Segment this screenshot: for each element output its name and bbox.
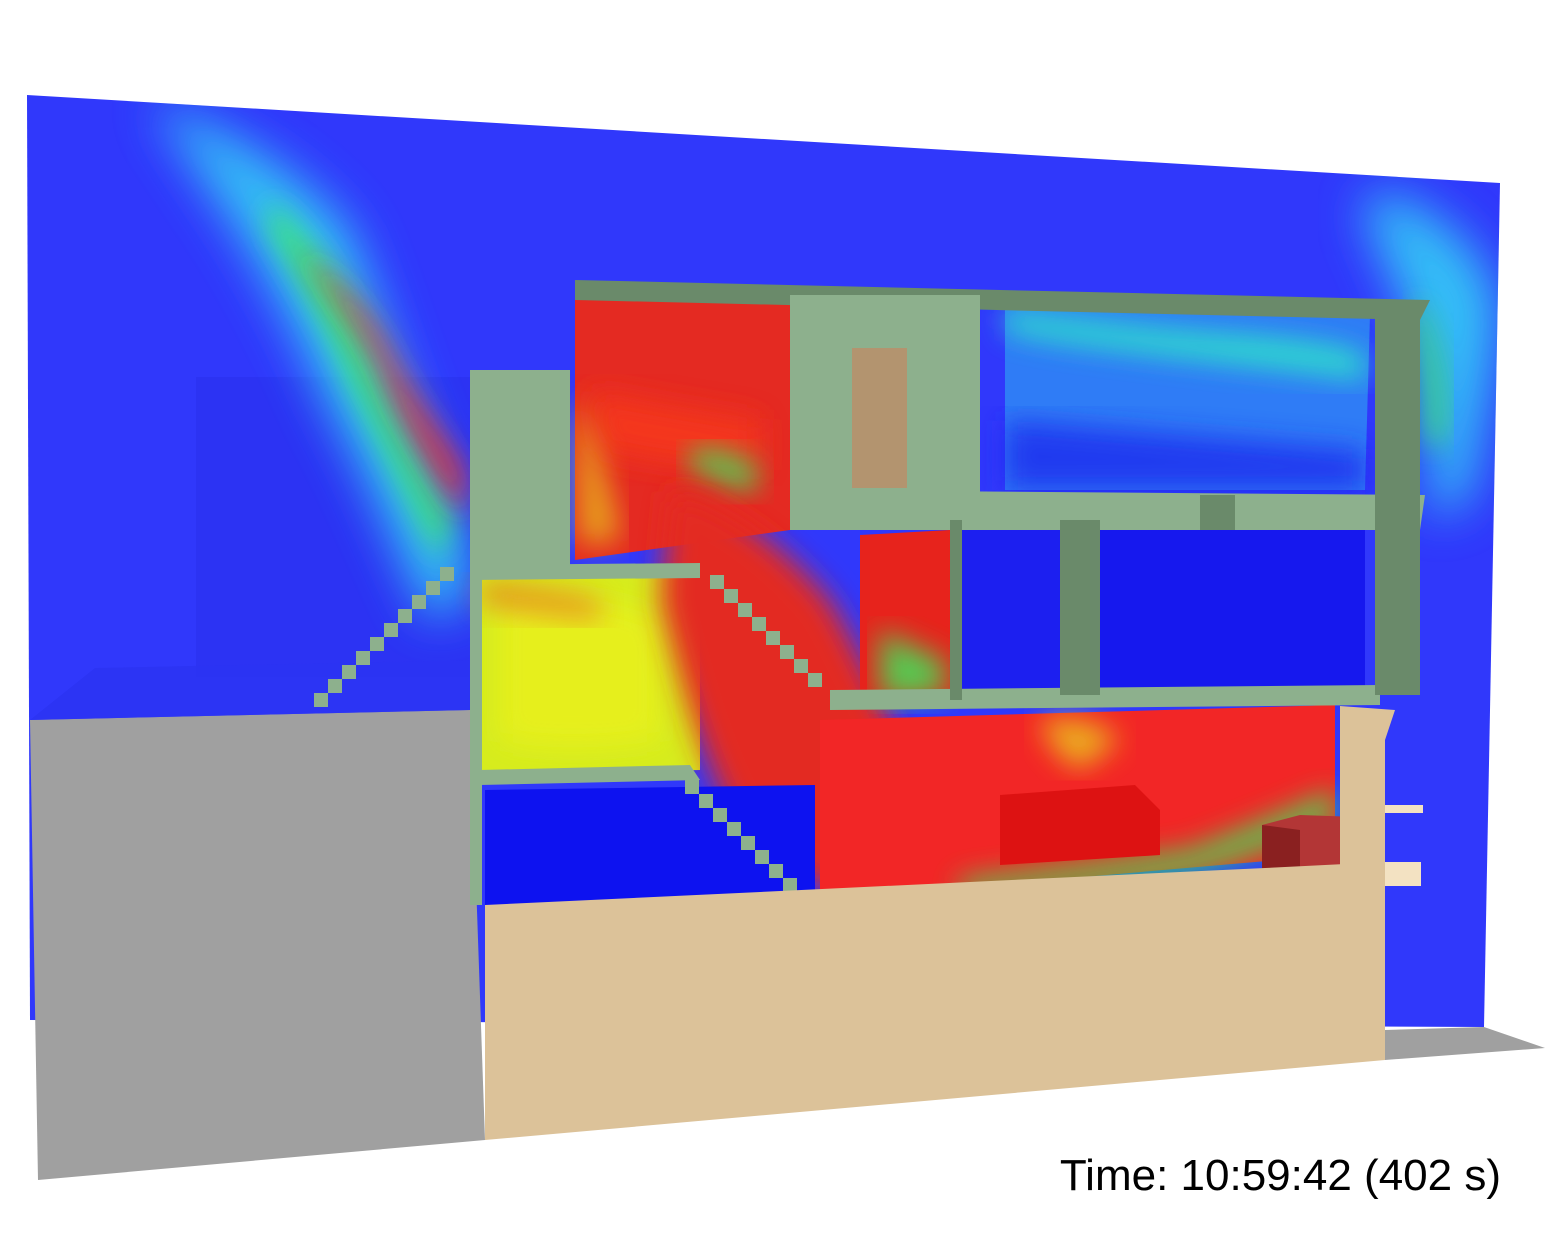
door [852,348,907,488]
house-section [314,280,1430,1140]
clock-time: 10:59:42 [1180,1151,1352,1200]
staircase-left [314,567,454,707]
foundation-side [1340,706,1395,1060]
wall-column-b [1060,520,1100,695]
foundation [485,862,1385,1140]
floor-slab-ground [480,765,700,785]
table-block [1000,785,1160,865]
middle-right-room-a [960,530,1060,690]
shelf-b [1385,862,1421,886]
wall-left-column [470,370,570,565]
left-smoke-plume [150,100,470,620]
burner-block-side [1262,825,1300,880]
lower-left-room [485,785,815,910]
wall-column-c [1200,495,1235,530]
ground-slab-top [30,660,480,720]
floor-slab-top [575,280,1430,320]
wall-left-edge [470,575,482,905]
middle-right-room-b [1100,530,1365,690]
elapsed-seconds: (402 s) [1364,1151,1501,1200]
floor-slab-mid-right [830,685,1380,710]
time-prefix: Time: [1059,1151,1169,1200]
wall-right-edge [1375,305,1420,695]
time-readout: Time: 10:59:42 (402 s) [1060,1150,1501,1202]
staircase-upper [710,575,822,687]
ground-slab [30,710,485,1180]
ground-strip-right [1385,1027,1545,1060]
wall-column-a [950,520,962,700]
shelf-a [1385,805,1423,813]
floor-slab-middle [470,563,700,580]
